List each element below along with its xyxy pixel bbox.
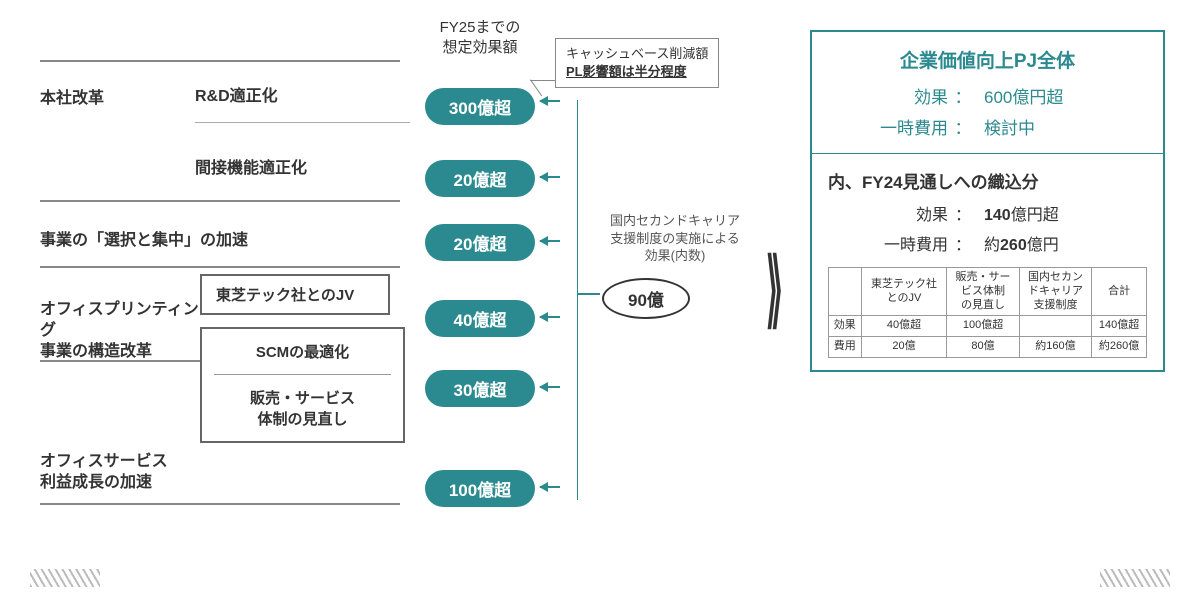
category-honsha: 本社改革 R&D適正化 間接機能適正化: [40, 60, 400, 200]
callout-leader: [530, 80, 555, 81]
decor-hatch: [1100, 569, 1170, 587]
callout-line2: PL影響額は半分程度: [566, 63, 708, 81]
category-list: 本社改革 R&D適正化 間接機能適正化 事業の「選択と集中」の加速 オフィスプリ…: [40, 60, 400, 505]
table-row: 効果 40億超 100億超 140億超: [829, 316, 1147, 337]
value-pill: 20億超: [425, 160, 535, 197]
table-cell: 100億超: [947, 316, 1019, 337]
separator: [812, 153, 1163, 154]
table-cell: 140億超: [1092, 316, 1147, 337]
table-cell: 約160億: [1019, 337, 1091, 358]
colon: ：: [948, 114, 978, 139]
summary-val: 140億円超: [978, 201, 1147, 225]
table-cell: 費用: [829, 337, 862, 358]
brace-line: [558, 100, 578, 500]
summary-subtitle: 内、FY24見通しへの織込分: [828, 168, 1147, 193]
table-cell: [829, 268, 862, 316]
table-cell: 効果: [829, 316, 862, 337]
colon: ：: [948, 231, 978, 255]
column-header: FY25までの 想定効果額: [415, 18, 545, 59]
separator: [195, 122, 410, 123]
category-label: 本社改革: [40, 80, 104, 112]
side-note: 国内セカンドキャリア 支援制度の実施による 効果(内数): [590, 212, 760, 265]
value-pill: 100億超: [425, 470, 535, 507]
sub-row-box-group: SCMの最適化 販売・サービス 体制の見直し: [200, 327, 405, 443]
table-cell: 80億: [947, 337, 1019, 358]
table-cell: 国内セカン ドキャリア 支援制度: [1019, 268, 1091, 316]
value-pill: 40億超: [425, 300, 535, 337]
table-cell: 東芝テック社 とのJV: [861, 268, 947, 316]
colon: ：: [948, 201, 978, 225]
summary-key: 一時費用: [828, 231, 948, 255]
callout-leader: [530, 79, 542, 96]
brace-tick: [540, 100, 560, 102]
decor-hatch: [30, 569, 100, 587]
brace-tick: [540, 240, 560, 242]
brace-tick: [540, 316, 560, 318]
summary-key: 一時費用: [828, 114, 948, 139]
summary-row: 効果 ： 140億円超: [828, 201, 1147, 225]
table-cell: 合計: [1092, 268, 1147, 316]
category-office-service: オフィスサービス 利益成長の加速 SCMの最適化 販売・サービス 体制の見直し: [40, 360, 400, 505]
sub-row-label: R&D適正化: [195, 82, 278, 106]
summary-panel: 企業価値向上PJ全体 効果 ： 600億円超 一時費用 ： 検討中 内、FY24…: [810, 30, 1165, 372]
colon: ：: [948, 83, 978, 108]
table-row: 東芝テック社 とのJV 販売・サー ビス体制 の見直し 国内セカン ドキャリア …: [829, 268, 1147, 316]
sub-row-box: 東芝テック社とのJV: [200, 274, 390, 315]
ninety-oval: 90億: [602, 278, 690, 319]
summary-row: 一時費用 ： 約260億円: [828, 231, 1147, 255]
category-label: オフィスサービス 利益成長の加速: [40, 448, 200, 498]
table-cell: [1019, 316, 1091, 337]
summary-table: 東芝テック社 とのJV 販売・サー ビス体制 の見直し 国内セカン ドキャリア …: [828, 267, 1147, 358]
sub-row-label: 間接機能適正化: [195, 154, 307, 178]
summary-row: 効果 ： 600億円超: [828, 83, 1147, 108]
callout-line1: キャッシュベース削減額: [566, 45, 708, 63]
callout-note: キャッシュベース削減額 PL影響額は半分程度: [555, 38, 719, 88]
table-cell: 販売・サー ビス体制 の見直し: [947, 268, 1019, 316]
table-cell: 約260億: [1092, 337, 1147, 358]
value-pill: 300億超: [425, 88, 535, 125]
summary-val: 600億円超: [978, 83, 1147, 108]
summary-val: 検討中: [978, 114, 1147, 139]
category-label: オフィスプリンティング 事業の構造改革: [40, 296, 200, 366]
summary-key: 効果: [828, 83, 948, 108]
brace-tick: [540, 176, 560, 178]
category-sentaku: 事業の「選択と集中」の加速: [40, 200, 400, 266]
value-pill: 30億超: [425, 370, 535, 407]
sub-row-label: 販売・サービス 体制の見直し: [202, 375, 403, 441]
table-row: 費用 20億 80億 約160億 約260億: [829, 337, 1147, 358]
summary-val: 約260億円: [978, 231, 1147, 255]
table-cell: 40億超: [861, 316, 947, 337]
value-pill: 20億超: [425, 224, 535, 261]
summary-key: 効果: [828, 201, 948, 225]
table-cell: 20億: [861, 337, 947, 358]
summary-row: 一時費用 ： 検討中: [828, 114, 1147, 139]
brace-tick: [540, 486, 560, 488]
sub-row-label: SCMの最適化: [202, 329, 403, 374]
summary-title: 企業価値向上PJ全体: [828, 46, 1147, 73]
brace-stub: [578, 293, 600, 295]
brace-tick: [540, 386, 560, 388]
big-arrow-icon: ⟫: [766, 242, 783, 338]
category-label: 事業の「選択と集中」の加速: [40, 222, 248, 254]
